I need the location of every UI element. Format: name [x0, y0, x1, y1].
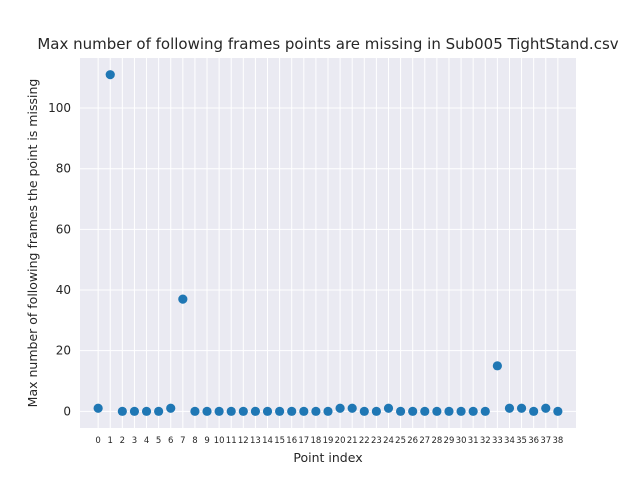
x-tick-label: 38: [552, 436, 563, 446]
x-tick-label: 8: [192, 436, 197, 446]
data-point: [456, 406, 466, 416]
x-tick-label: 7: [180, 436, 185, 446]
data-point: [166, 403, 176, 413]
y-tick-label: 0: [63, 404, 71, 418]
x-tick-label: 13: [250, 436, 261, 446]
data-point: [516, 403, 527, 413]
data-point: [262, 406, 273, 416]
x-tick-label: 37: [540, 436, 551, 446]
x-tick-label: 29: [444, 436, 455, 446]
x-tick-label: 30: [456, 436, 467, 446]
x-tick-label: 28: [431, 436, 442, 446]
data-point: [383, 403, 394, 413]
data-point: [529, 406, 539, 416]
x-tick-label: 11: [226, 436, 237, 446]
data-point: [226, 406, 236, 416]
x-tick-label: 26: [407, 436, 418, 446]
x-tick-label: 23: [371, 436, 382, 446]
data-point: [359, 406, 369, 416]
y-tick-labels: 0 20 40 60 80 100: [48, 101, 71, 418]
x-tick-label: 9: [204, 436, 209, 446]
y-axis-label: Max number of following frames the point…: [25, 79, 40, 408]
data-point: [504, 403, 515, 413]
data-point: [154, 406, 164, 416]
data-point: [117, 406, 127, 416]
x-tick-label: 5: [156, 436, 161, 446]
x-tick-label: 14: [262, 436, 273, 446]
x-tick-label: 18: [310, 436, 321, 446]
data-point: [323, 406, 333, 416]
data-point: [480, 406, 490, 416]
x-tick-label: 16: [286, 436, 297, 446]
data-point: [190, 406, 200, 416]
data-point: [408, 406, 418, 416]
y-tick-label: 80: [56, 162, 71, 176]
data-point: [238, 406, 248, 416]
data-point: [275, 406, 285, 416]
x-tick-label: 17: [298, 436, 309, 446]
x-tick-label: 32: [480, 436, 491, 446]
data-point: [250, 406, 261, 416]
x-tick-label: 21: [347, 436, 358, 446]
data-point: [178, 294, 188, 304]
data-point: [420, 406, 430, 416]
data-point: [214, 406, 224, 416]
chart-title: Max number of following frames points ar…: [37, 35, 618, 53]
x-tick-label: 24: [383, 436, 394, 446]
x-tick-label: 22: [359, 436, 370, 446]
x-tick-label: 2: [120, 436, 125, 446]
data-point: [468, 406, 478, 416]
x-tick-label: 3: [132, 436, 137, 446]
y-tick-label: 20: [56, 344, 71, 358]
x-tick-label: 34: [504, 436, 515, 446]
y-tick-label: 100: [48, 101, 71, 115]
y-tick-label: 40: [56, 283, 71, 297]
x-tick-label: 15: [274, 436, 285, 446]
data-point: [492, 361, 502, 371]
x-tick-label: 36: [528, 436, 539, 446]
data-point: [432, 406, 442, 416]
x-tick-label: 20: [335, 436, 346, 446]
data-point: [541, 403, 551, 413]
data-point: [202, 406, 212, 416]
x-tick-label: 35: [516, 436, 527, 446]
data-point: [141, 406, 152, 416]
grid-lines: [80, 58, 576, 428]
x-tick-label: 6: [168, 436, 173, 446]
x-tick-label: 31: [468, 436, 479, 446]
x-tick-label: 33: [492, 436, 503, 446]
x-tick-label: 1: [108, 436, 113, 446]
x-tick-label: 0: [95, 436, 100, 446]
x-tick-labels: 0 1 2 3 4 5 6 7 8 9 10 11 12 13 14 15 16 17 18 19 20 21 22 23 24…: [95, 436, 563, 446]
x-axis-label: Point index: [293, 450, 362, 465]
data-point: [444, 406, 454, 416]
x-tick-label: 4: [144, 436, 149, 446]
data-point: [395, 406, 406, 416]
x-tick-label: 25: [395, 436, 406, 446]
data-point: [93, 403, 103, 413]
data-point: [347, 403, 357, 413]
y-tick-label: 60: [56, 222, 71, 236]
data-point: [105, 70, 115, 80]
data-points: [93, 70, 563, 416]
data-point: [299, 406, 309, 416]
data-point: [553, 406, 563, 416]
data-point: [129, 406, 140, 416]
data-point: [335, 403, 345, 413]
data-point: [311, 406, 321, 416]
data-point: [371, 406, 381, 416]
x-tick-label: 27: [419, 436, 430, 446]
data-point: [287, 406, 297, 416]
x-tick-label: 12: [238, 436, 249, 446]
x-tick-label: 19: [323, 436, 334, 446]
x-tick-label: 10: [214, 436, 225, 446]
